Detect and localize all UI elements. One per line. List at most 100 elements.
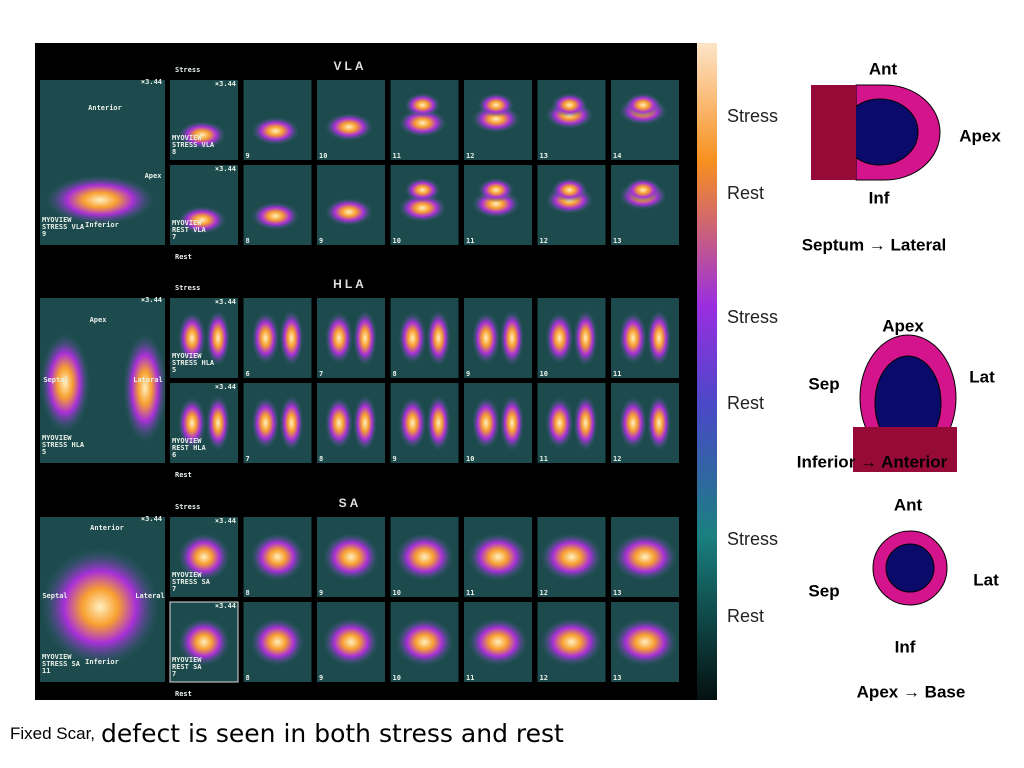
uptake — [573, 310, 598, 366]
frame-number: 12 — [540, 674, 548, 682]
row-label: Rest — [175, 690, 192, 698]
uptake — [45, 175, 155, 225]
panel-caption: 11 — [42, 667, 50, 675]
uptake — [325, 198, 373, 226]
anatomy-label: Inferior — [85, 658, 119, 666]
scale-label: ×3.44 — [215, 165, 236, 173]
side-label: Rest — [727, 393, 764, 413]
uptake — [325, 113, 373, 141]
panel-caption: 9 — [42, 230, 46, 238]
scale-label: ×3.44 — [215, 602, 236, 610]
scar — [811, 85, 856, 180]
caption: Fixed Scar, defect is seen in both stress… — [10, 719, 564, 748]
frame-number: 9 — [319, 674, 323, 682]
row-label: Rest — [175, 471, 192, 479]
side-label: Rest — [727, 183, 764, 203]
frame-number: 12 — [466, 152, 474, 160]
section-title: HLA — [333, 277, 367, 291]
caption-lead: Fixed Scar, — [10, 724, 95, 743]
uptake — [545, 312, 574, 364]
panel-caption: REST HLA — [172, 444, 207, 452]
uptake — [325, 312, 353, 364]
panel-caption: 6 — [172, 451, 176, 459]
uptake — [619, 397, 647, 449]
uptake — [279, 395, 304, 451]
uptake — [395, 618, 454, 666]
panel-caption: MYOVIEW — [172, 134, 202, 142]
scale-label: ×3.44 — [141, 515, 162, 523]
uptake — [251, 202, 300, 230]
scale-label: ×3.44 — [215, 383, 236, 391]
panel-caption: 5 — [42, 448, 46, 456]
frame-number: 9 — [319, 589, 323, 597]
uptake — [250, 618, 305, 666]
panel-caption: MYOVIEW — [42, 216, 72, 224]
panel-caption: STRESS SA — [172, 578, 211, 586]
anatomy-label: Anterior — [88, 104, 122, 112]
diagram-label: Inf — [869, 188, 890, 207]
frame-number: 11 — [540, 455, 548, 463]
uptake — [468, 533, 528, 581]
uptake — [647, 310, 671, 366]
frame-number: 11 — [466, 674, 474, 682]
side-label: Stress — [727, 529, 778, 549]
uptake — [398, 109, 447, 137]
diagram-label: Apex — [882, 316, 924, 335]
panel-caption: REST SA — [172, 663, 202, 671]
side-label: Stress — [727, 106, 778, 126]
row-label: Stress — [175, 503, 200, 511]
frame-number: 9 — [393, 455, 397, 463]
uptake — [540, 533, 603, 581]
scale-label: ×3.44 — [141, 296, 162, 304]
anatomy-label: Septal — [42, 592, 67, 600]
anatomy-label: Lateral — [135, 592, 165, 600]
frame-number: 13 — [613, 674, 621, 682]
scale-label: ×3.44 — [141, 78, 162, 86]
uptake — [250, 533, 305, 581]
panel-caption: STRESS VLA — [42, 223, 85, 231]
anatomy-label: Apex — [90, 316, 108, 324]
panel-caption: MYOVIEW — [172, 219, 202, 227]
uptake — [206, 395, 230, 451]
frame-number: 14 — [613, 152, 621, 160]
frame-number: 9 — [319, 237, 323, 245]
uptake — [500, 310, 524, 366]
uptake — [178, 312, 206, 364]
frame-number: 6 — [246, 370, 250, 378]
frame-number: 8 — [319, 455, 323, 463]
uptake — [395, 533, 454, 581]
panel-caption: 7 — [172, 670, 176, 678]
frame-number: 13 — [613, 237, 621, 245]
uptake — [40, 547, 160, 667]
diagram-label: Apex — [959, 126, 1001, 145]
panel-caption: REST VLA — [172, 226, 207, 234]
panel-caption: 7 — [172, 585, 176, 593]
uptake — [398, 194, 447, 222]
uptake — [625, 178, 661, 202]
frame-number: 11 — [613, 370, 621, 378]
frame-number: 8 — [246, 589, 250, 597]
frame-number: 7 — [246, 455, 250, 463]
uptake — [426, 395, 451, 451]
caption-text: defect is seen in both stress and rest — [101, 719, 564, 748]
cavity — [885, 543, 935, 593]
uptake — [478, 93, 514, 117]
panel-caption: STRESS VLA — [172, 141, 215, 149]
diagrams — [811, 84, 957, 606]
uptake — [178, 618, 230, 666]
frame-number: 8 — [246, 237, 250, 245]
diagram-direction: Septum → Lateral — [802, 235, 947, 254]
uptake — [323, 533, 379, 581]
uptake — [178, 397, 206, 449]
section-title: SA — [339, 496, 362, 510]
uptake — [251, 397, 280, 449]
row-label: Rest — [175, 253, 192, 261]
uptake — [123, 333, 167, 443]
panel-caption: MYOVIEW — [172, 656, 202, 664]
color-bar — [697, 43, 717, 700]
uptake — [353, 395, 377, 451]
frame-number: 13 — [540, 152, 548, 160]
uptake — [398, 397, 427, 449]
panel-caption: STRESS HLA — [42, 441, 85, 449]
frame-number: 8 — [246, 674, 250, 682]
